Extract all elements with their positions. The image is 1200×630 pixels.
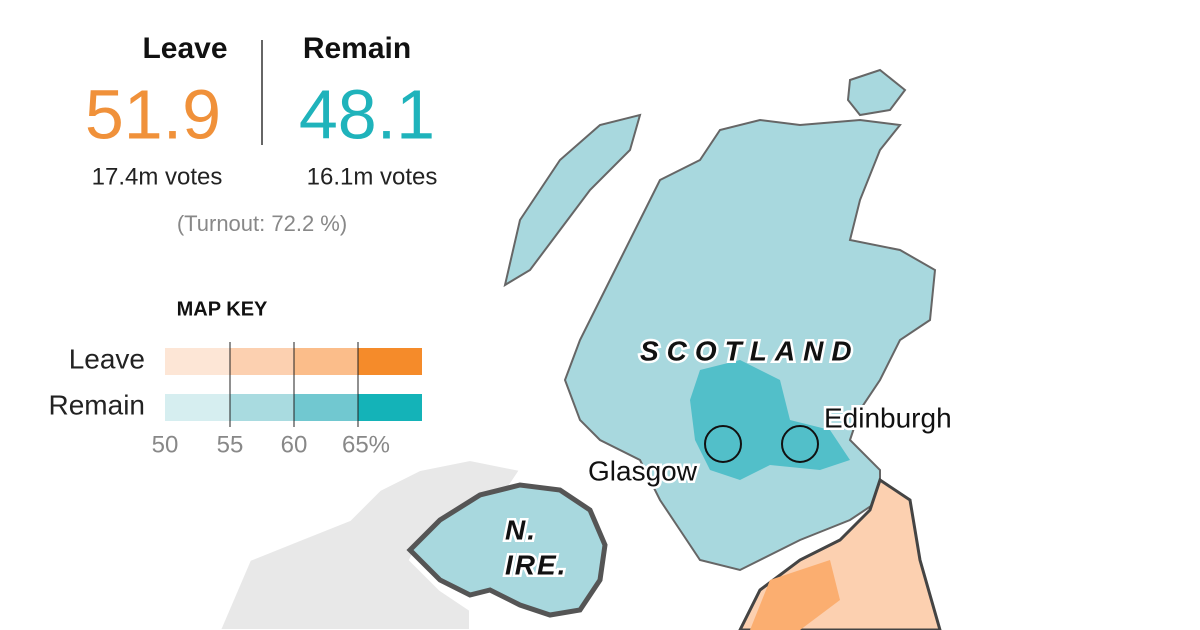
key-tick-label: 65%	[342, 431, 390, 458]
remain-label: Remain	[303, 32, 411, 65]
glasgow-marker	[704, 425, 742, 463]
ireland	[218, 458, 522, 630]
key-title: MAP KEY	[177, 298, 268, 320]
region-label: IRE.	[505, 549, 567, 580]
map: SCOTLAND Edinburgh Glasgow N. IRE.	[218, 68, 954, 630]
northern-ireland	[406, 482, 608, 618]
remain-votes: 16.1m votes	[307, 163, 438, 190]
map-key: Leave Remain 50 55 60 65%	[49, 342, 422, 458]
key-row-label: Leave	[69, 343, 145, 374]
key-swatch	[358, 394, 422, 421]
city-label: Glasgow	[588, 455, 698, 486]
key-swatch	[294, 348, 358, 375]
islands	[503, 113, 642, 288]
remain-share: 48.1	[299, 75, 435, 153]
leave-share: 51.9	[85, 75, 221, 153]
england-leave-strong	[750, 560, 840, 630]
key-swatch	[358, 348, 422, 375]
key-row-label: Remain	[49, 389, 145, 420]
key-swatch	[230, 348, 294, 375]
leave-votes: 17.4m votes	[92, 163, 223, 190]
key-tick-label: 50	[152, 431, 179, 458]
city-label: Edinburgh	[824, 402, 952, 433]
orkney	[846, 68, 907, 117]
key-swatch	[165, 348, 230, 375]
region-label: N.	[505, 514, 537, 545]
key-tick-label: 55	[217, 431, 244, 458]
region-label: SCOTLAND	[640, 335, 860, 366]
turnout: (Turnout: 72.2 %)	[177, 211, 347, 236]
edinburgh-marker	[781, 425, 819, 463]
key-swatch	[230, 394, 294, 421]
leave-label: Leave	[142, 32, 227, 65]
key-swatch	[165, 394, 230, 421]
key-swatch	[294, 394, 358, 421]
central-belt	[690, 360, 850, 480]
key-tick-label: 60	[281, 431, 308, 458]
